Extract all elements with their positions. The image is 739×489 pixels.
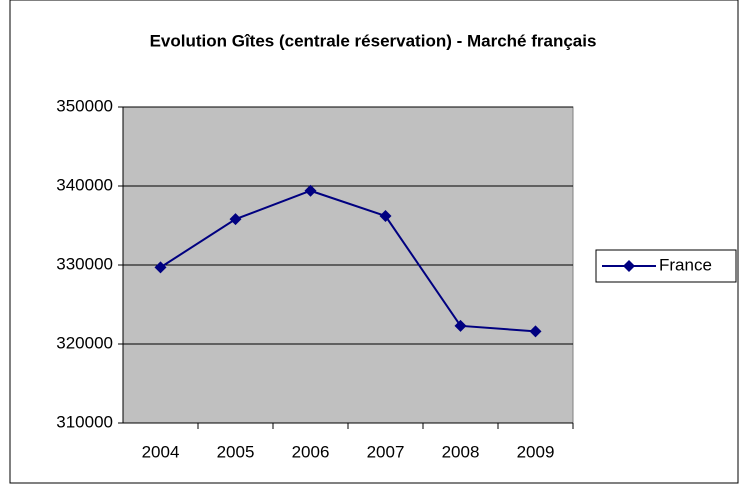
x-tick-label: 2008 [442, 442, 480, 461]
x-tick-label: 2004 [142, 442, 180, 461]
marker [454, 319, 467, 332]
marker [229, 213, 242, 226]
chart-title: Evolution Gîtes (centrale réservation) -… [150, 31, 597, 50]
y-tick-label: 330000 [56, 254, 113, 273]
legend-marker [623, 260, 635, 272]
x-tick-label: 2009 [517, 442, 555, 461]
marker [154, 261, 167, 274]
marker [529, 325, 542, 338]
legend-label: France [659, 255, 712, 274]
y-tick-label: 350000 [56, 96, 113, 115]
y-tick-label: 340000 [56, 175, 113, 194]
x-tick-label: 2005 [217, 442, 255, 461]
x-tick-label: 2006 [292, 442, 330, 461]
line [159, 189, 536, 333]
marker [304, 184, 317, 197]
y-tick-label: 320000 [56, 333, 113, 352]
marker [379, 210, 392, 223]
x-tick-label: 2007 [367, 442, 405, 461]
y-tick-label: 310000 [56, 412, 113, 431]
